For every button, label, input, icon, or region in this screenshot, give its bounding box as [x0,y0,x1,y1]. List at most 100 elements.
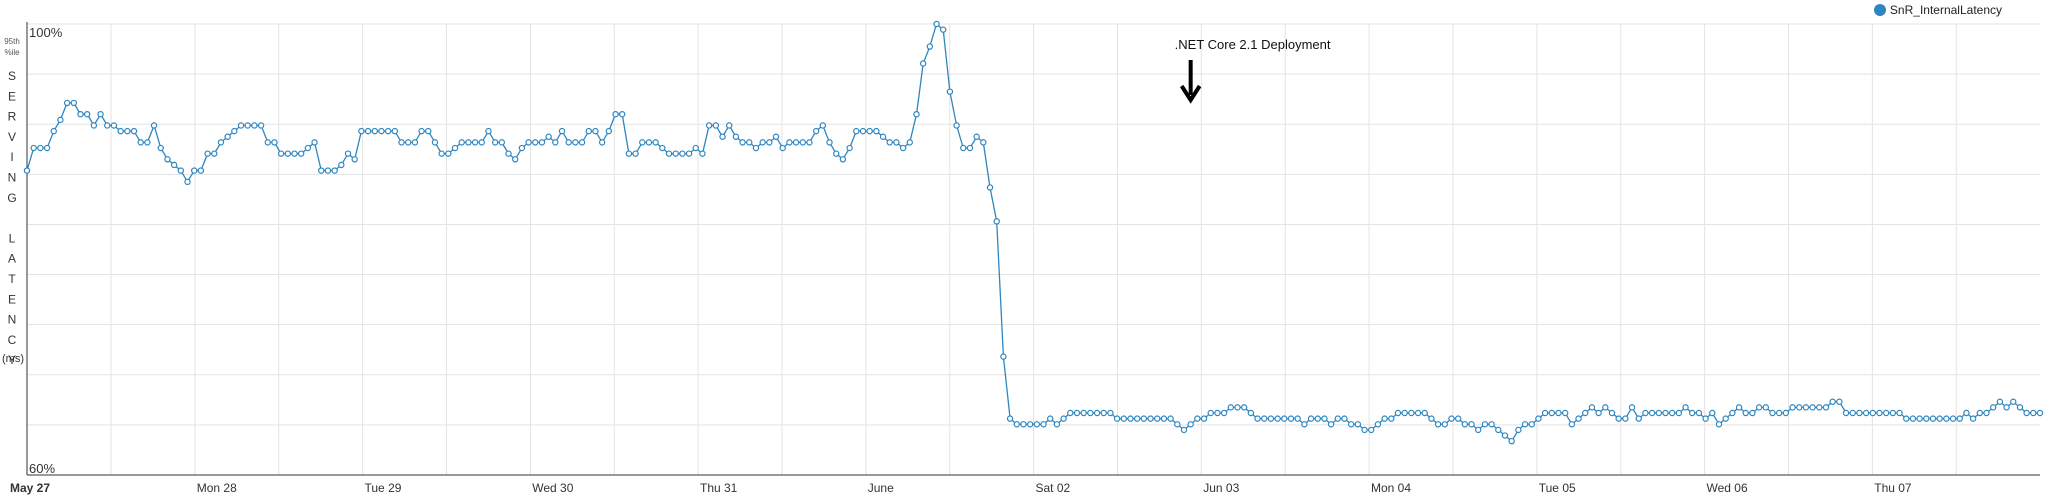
data-point [418,127,425,135]
data-point [1200,415,1208,422]
data-point [659,144,666,152]
data-point [97,110,104,118]
data-point [558,127,566,135]
data-point [304,144,312,152]
data-point [23,167,31,174]
x-tick-label: June [868,481,894,495]
data-point [1401,409,1408,417]
data-point [30,144,37,152]
data-point [1642,409,1649,417]
data-point [1428,415,1435,422]
data-point [491,139,499,146]
data-point [705,122,713,129]
data-point [1301,421,1308,428]
data-point [431,139,439,146]
data-point [1133,415,1141,422]
data-point [1220,409,1228,417]
legend[interactable]: SnR_InternalLatency [1873,3,2002,17]
data-point [859,127,867,135]
data-point [585,127,592,135]
data-point [1515,426,1522,434]
data-point [906,139,913,146]
data-point [1073,409,1081,417]
data-point [1267,415,1275,422]
data-point [1668,409,1676,417]
data-point [926,43,934,50]
y-max-label: 100% [29,25,63,40]
data-point [1140,415,1148,422]
data-point [1822,404,1830,411]
ylabel-letter: N [8,313,17,327]
data-point [471,139,479,146]
data-point [1548,409,1555,417]
ylabel-letter: E [8,292,16,306]
data-point [1261,415,1268,422]
data-point [1254,415,1261,422]
data-point [913,110,920,118]
data-point [1568,421,1576,428]
data-point [1722,415,1729,422]
data-point [144,139,151,146]
data-point [819,122,827,129]
data-point [1755,404,1763,411]
x-tick-label: Sat 02 [1036,481,1071,495]
data-point [63,99,71,107]
data-point [1381,415,1388,422]
data-point [338,161,345,169]
data-point [1936,415,1943,422]
data-point [1983,409,1990,417]
data-point [1876,409,1883,417]
data-point [331,167,338,174]
ylabel-letter: C [8,333,17,347]
x-tick-label: Jun 03 [1203,481,1239,495]
annotation-arrow-head [1179,84,1202,104]
data-point [933,20,940,28]
data-point [1929,415,1937,422]
ylabel-letter: A [8,252,16,266]
data-point [1167,415,1174,422]
data-point [752,144,760,152]
data-point [378,127,385,135]
data-point [164,156,171,163]
data-point [117,127,124,135]
data-point [311,139,318,146]
data-point [257,122,265,129]
data-point [150,122,158,129]
data-point [271,139,278,146]
data-point [572,139,579,146]
data-point [1281,415,1288,422]
data-point [1174,421,1181,428]
annotation-label: .NET Core 2.1 Deployment [1175,37,1331,52]
data-point [211,150,218,157]
data-point [1729,409,1736,417]
legend-marker [1873,4,1886,16]
data-point [1448,415,1455,422]
ylabel-letter: G [7,191,16,205]
data-point [2010,398,2017,405]
data-point [779,144,786,152]
data-point [1187,421,1194,428]
data-point [1762,404,1770,411]
data-point [1327,421,1335,428]
data-point [612,110,619,118]
data-point [1488,421,1495,428]
data-point [853,127,860,135]
data-point [719,133,726,140]
data-point [398,139,405,146]
data-point [170,161,178,169]
data-point [672,150,679,157]
data-point [1896,409,1903,417]
data-point [1227,404,1234,411]
data-point [552,139,559,146]
data-point [1628,404,1636,411]
data-point [532,139,539,146]
data-point [1662,409,1669,417]
data-point [485,127,492,135]
y-min-label: 60% [29,461,55,476]
data-point [652,139,659,146]
ylabel-units: (ms) [2,353,24,365]
axis-layer: 100% 60% [26,22,2040,476]
data-point [130,127,138,135]
data-point [1508,437,1515,445]
data-point [839,156,847,163]
